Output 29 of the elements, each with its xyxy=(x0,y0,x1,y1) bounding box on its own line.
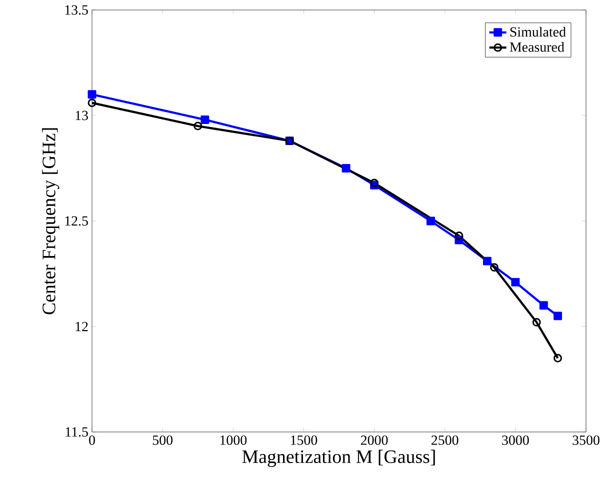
legend-label: Simulated xyxy=(510,26,566,37)
legend-label: Measured xyxy=(510,42,564,52)
y-axis-title: Center Frequency [GHz] xyxy=(42,128,60,314)
x-tick-label: 1000 xyxy=(220,436,247,445)
point xyxy=(490,263,499,272)
x-tick-label: 3500 xyxy=(572,436,600,445)
y-tick-label: 12.5 xyxy=(65,216,88,226)
point xyxy=(200,115,210,124)
y-tick-label: 13 xyxy=(76,110,88,120)
point xyxy=(554,312,562,320)
point xyxy=(539,301,548,310)
x-tick-label: 3000 xyxy=(502,436,529,445)
y-tick-label: 11.5 xyxy=(66,427,88,437)
point xyxy=(532,318,541,327)
point xyxy=(454,232,464,240)
point xyxy=(511,278,520,286)
y-tick-label: 13.5 xyxy=(65,5,88,15)
y-tick-label: 12 xyxy=(76,322,88,332)
x-tick-label: 2000 xyxy=(360,436,388,445)
point xyxy=(194,122,202,130)
point xyxy=(482,256,492,266)
x-axis-title: Magnetization M [Gauss] xyxy=(242,450,435,467)
x-tick-label: 500 xyxy=(152,436,173,445)
point xyxy=(426,216,435,226)
point xyxy=(342,164,350,172)
x-tick-label: 2500 xyxy=(432,436,458,445)
x-tick-label: 0 xyxy=(89,436,95,445)
point xyxy=(88,90,96,99)
x-tick-label: 1500 xyxy=(290,436,318,445)
